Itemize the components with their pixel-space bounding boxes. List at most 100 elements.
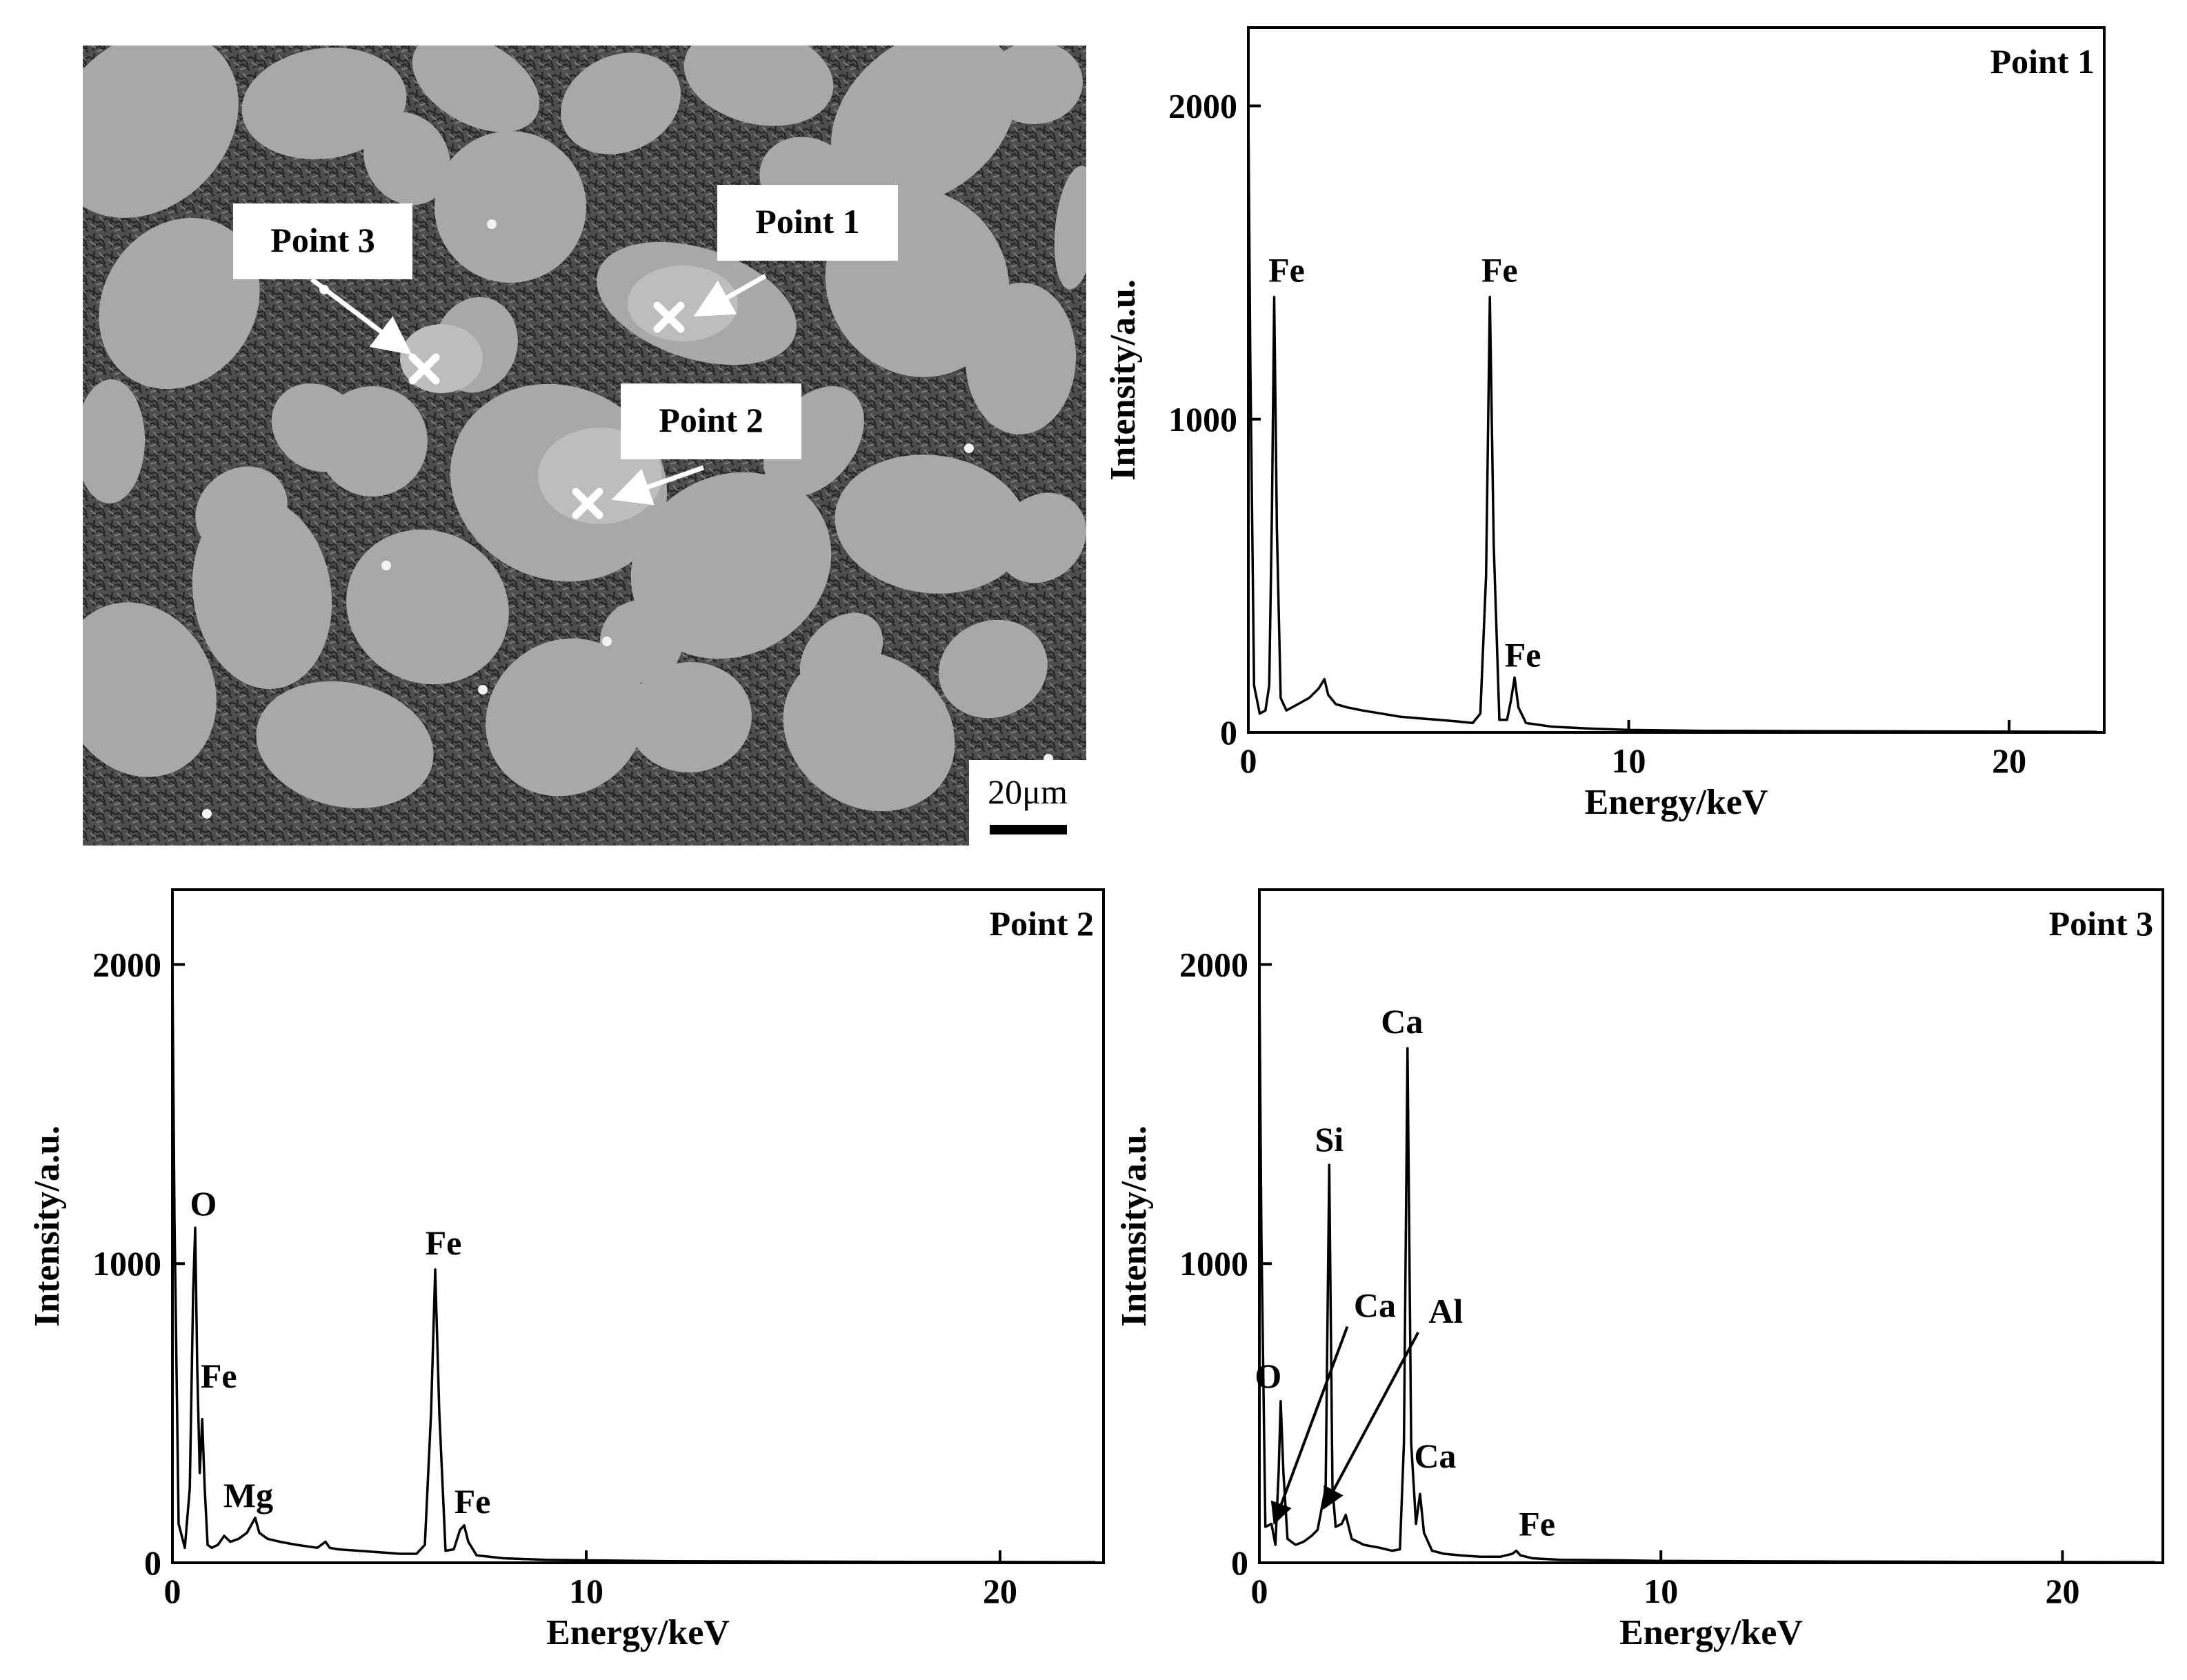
peak-label: O	[190, 1184, 217, 1223]
spectrum-line	[1258, 976, 2155, 1563]
micrograph-grain	[435, 131, 586, 283]
micrograph-grain	[986, 46, 1083, 125]
x-axis-label: Energy/keV	[546, 1613, 730, 1652]
y-tick-label: 0	[1231, 1543, 1248, 1582]
micrograph-bright-spot	[478, 685, 488, 694]
x-tick-label: 20	[2045, 1572, 2079, 1610]
micrograph-bright-spot	[487, 219, 497, 229]
eds-chart-point-1: 0 10 20 0 1000 2000 Energy/keV Intensity/a.u. Po…	[1104, 26, 2106, 822]
x-tick-label: 0	[1251, 1572, 1268, 1610]
peak-label: Fe	[201, 1357, 237, 1395]
point-1-arrow	[693, 273, 767, 317]
panel-label: Point 3	[2049, 904, 2153, 943]
peak-label: Fe	[1505, 636, 1541, 674]
panel-label: Point 2	[990, 904, 1094, 943]
micrograph-grain	[835, 454, 1028, 594]
micrograph-bright-spot	[964, 443, 974, 453]
y-tick-label: 1000	[1168, 400, 1237, 439]
eds-chart-point-2: 0 10 20 0 1000 2000 Energy/keV Intensity/a.u. Po…	[28, 888, 1105, 1652]
point-3-label-box	[233, 203, 412, 279]
micrograph-grain	[83, 602, 217, 777]
point-2-marker	[572, 488, 603, 519]
x-tick-label: 10	[1612, 741, 1646, 780]
micrograph-grain	[799, 612, 883, 698]
spectrum-line	[1247, 112, 2097, 733]
point-1-label: Point 1	[755, 202, 859, 241]
peak-label: Fe	[1481, 251, 1518, 290]
micrograph-grain	[683, 46, 834, 126]
point-2-label: Point 2	[659, 401, 763, 439]
micrograph-grain	[363, 112, 450, 206]
peak-pointer-line	[1323, 1331, 1420, 1510]
y-tick-label: 2000	[1179, 945, 1248, 983]
y-axis-label: Intensity/a.u.	[1115, 1126, 1154, 1327]
micrograph-grain	[630, 472, 832, 659]
scale-bar	[990, 825, 1067, 834]
point-2-label-box	[621, 383, 801, 459]
point-1-marker	[653, 301, 685, 333]
point-2-arrow	[611, 465, 705, 506]
peak-label: Mg	[223, 1476, 273, 1514]
point-3-arrow	[310, 277, 412, 355]
peak-label: Al	[1428, 1292, 1463, 1330]
micrograph-grain	[83, 46, 239, 218]
micrograph-grain	[1054, 166, 1086, 290]
micrograph-grains	[83, 46, 1086, 812]
micrograph-grain	[965, 283, 1077, 434]
peak-label: Fe	[1268, 251, 1305, 290]
point-3-label: Point 3	[270, 221, 375, 259]
micrograph-grain	[600, 600, 683, 683]
peak-label: Fe	[455, 1482, 491, 1521]
micrograph-grain	[317, 386, 428, 497]
y-tick-label: 2000	[92, 945, 161, 983]
peak-label: O	[1255, 1357, 1281, 1395]
y-tick-label: 2000	[1168, 87, 1237, 126]
micrograph-bright-spot	[602, 637, 612, 646]
x-tick-label: 10	[1644, 1572, 1678, 1610]
eds-chart-point-3: 0 10 20 0 1000 2000 Energy/keV Intensity/a.u. Po…	[1115, 888, 2164, 1652]
peak-label: Ca	[1414, 1437, 1456, 1475]
x-tick-label: 20	[1992, 741, 2026, 780]
x-tick-label: 10	[569, 1572, 603, 1610]
micrograph-grain	[256, 681, 434, 809]
peak-label: Ca	[1381, 1002, 1423, 1041]
scale-bar-label: 20μm	[988, 772, 1068, 811]
micrograph-grain	[560, 52, 681, 154]
y-axis-label: Intensity/a.u.	[28, 1126, 67, 1327]
point-1-label-box	[717, 185, 898, 261]
micrograph-bright-spot	[381, 561, 391, 570]
micrograph-grain	[412, 46, 540, 132]
y-tick-label: 1000	[1179, 1244, 1248, 1283]
point-3-marker	[408, 353, 440, 385]
peak-pointer-line	[1270, 1326, 1349, 1526]
micrograph-grain	[83, 379, 146, 503]
x-tick-label: 0	[164, 1572, 181, 1610]
plot-frame	[171, 888, 1105, 1564]
spectrum-line	[171, 970, 1096, 1563]
peak-label: Ca	[1354, 1286, 1396, 1325]
peak-label: Fe	[426, 1223, 462, 1262]
micrograph-grain	[99, 217, 260, 390]
x-tick-label: 20	[983, 1572, 1017, 1610]
micrograph-grain	[241, 48, 407, 159]
panel-label: Point 1	[1990, 42, 2095, 81]
micrograph-grain	[996, 492, 1086, 583]
x-axis-label: Energy/keV	[1619, 1613, 1803, 1652]
y-tick-label: 0	[144, 1543, 161, 1582]
x-axis-label: Energy/keV	[1585, 783, 1768, 822]
micrograph-bright-spot	[202, 809, 212, 819]
micrograph-grain	[939, 619, 1048, 719]
y-tick-label: 0	[1220, 713, 1237, 752]
micrograph-grain	[195, 466, 288, 554]
y-tick-label: 1000	[92, 1244, 161, 1283]
x-tick-label: 0	[1240, 741, 1257, 780]
plot-frame	[1247, 26, 2106, 734]
micrograph-grain	[831, 46, 1017, 206]
micrograph-grain	[486, 638, 646, 797]
sem-micrograph: 20μm Point 3 Point 1 Point 2	[83, 46, 1086, 846]
y-axis-label: Intensity/a.u.	[1104, 279, 1143, 481]
peak-label: Si	[1315, 1120, 1344, 1159]
peak-label: Fe	[1519, 1505, 1555, 1543]
micrograph-grain	[628, 661, 752, 773]
